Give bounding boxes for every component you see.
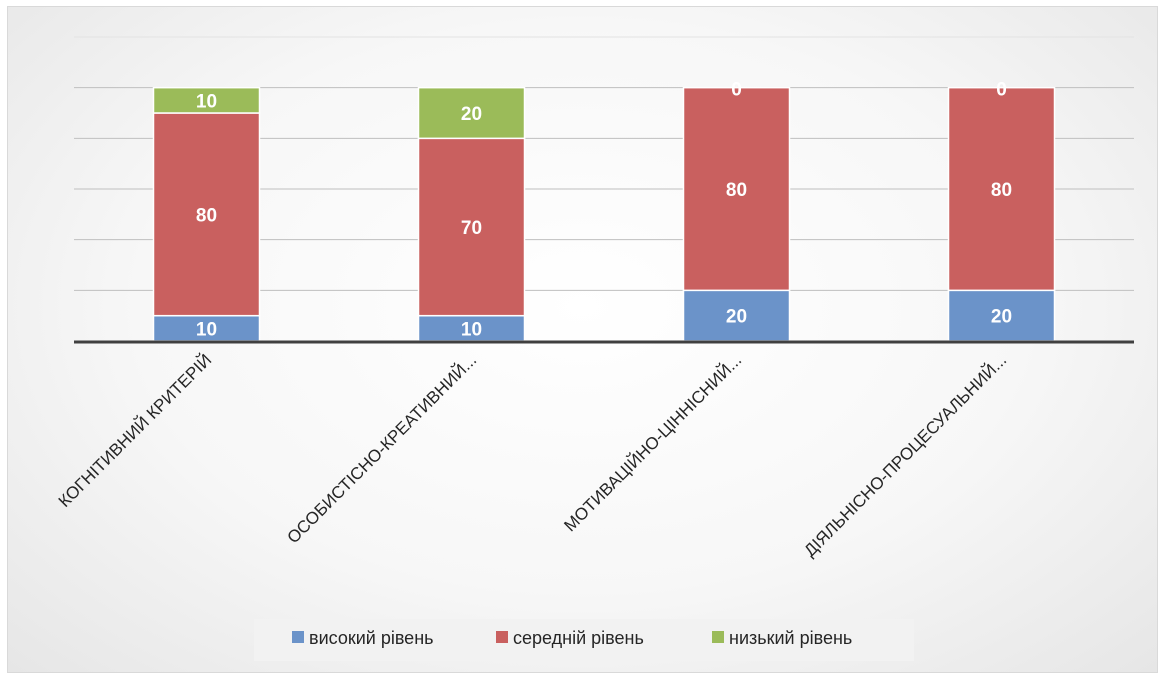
legend-swatch — [496, 631, 508, 643]
category-label: МОТИВАЦІЙНО-ЦІННІСНИЙ... — [560, 350, 745, 535]
data-label: 80 — [991, 180, 1012, 201]
data-label: 10 — [196, 319, 217, 340]
data-label: 0 — [996, 80, 1007, 101]
bars — [152, 86, 1056, 342]
data-label: 20 — [726, 307, 747, 328]
category-label: ДІЯЛЬНІСНО-ПРОЦЕСУАЛЬНИЙ... — [800, 350, 1010, 560]
bar-segment — [417, 137, 526, 317]
stacked-bar-chart: 10 80 10 10 70 20 20 80 0 20 80 0 КОГНІТИВНИЙ КРИТЕ… — [55, 36, 1134, 661]
legend-swatch — [712, 631, 724, 643]
bar-segment — [947, 86, 1056, 292]
bar-segment — [682, 86, 791, 292]
bar-segment — [682, 289, 791, 342]
category-label: ОСОБИСТІСНО-КРЕАТИВНИЙ... — [283, 350, 480, 547]
bar-segment — [152, 86, 261, 114]
data-label: 20 — [461, 104, 482, 125]
category-labels: КОГНІТИВНИЙ КРИТЕРІЙ ОСОБИСТІСНО-КРЕАТИВН… — [55, 350, 1011, 560]
bar-segment — [152, 112, 261, 317]
data-label: 70 — [461, 218, 482, 239]
data-label: 20 — [991, 307, 1012, 328]
legend-label: середній рівень — [513, 628, 644, 648]
chart-frame: 10 80 10 10 70 20 20 80 0 20 80 0 КОГНІТИВНИЙ КРИТЕ… — [7, 6, 1158, 673]
legend-swatch — [292, 631, 304, 643]
data-label: 10 — [196, 91, 217, 112]
category-label: КОГНІТИВНИЙ КРИТЕРІЙ — [55, 350, 216, 511]
bar-segment — [417, 86, 526, 140]
data-label: 0 — [731, 80, 742, 101]
legend: високий рівень середній рівень низький рів… — [254, 619, 914, 661]
legend-label: високий рівень — [309, 628, 434, 648]
legend-background — [254, 619, 914, 661]
data-label: 10 — [461, 319, 482, 340]
data-label: 80 — [726, 180, 747, 201]
legend-label: низький рівень — [729, 628, 852, 648]
data-labels: 10 80 10 10 70 20 20 80 0 20 80 0 — [196, 80, 1012, 341]
data-label: 80 — [196, 205, 217, 226]
